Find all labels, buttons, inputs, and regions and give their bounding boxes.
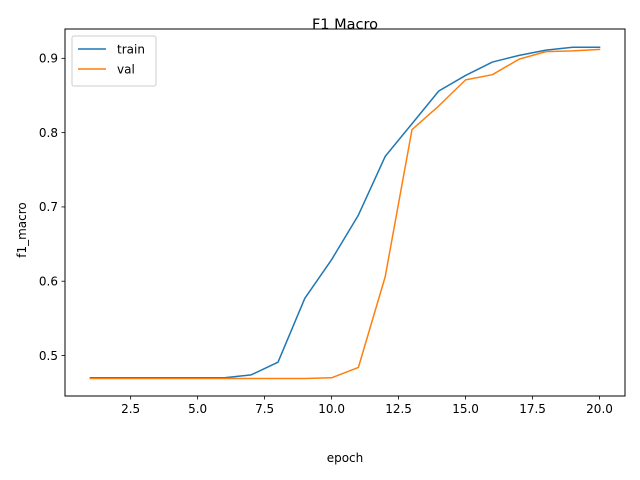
y-tick-label: 0.9	[39, 52, 58, 66]
x-tick-label: 20.0	[586, 402, 613, 416]
x-tick-label: 2.5	[121, 402, 140, 416]
legend-label-train: train	[117, 42, 145, 56]
legend-label-val: val	[117, 62, 135, 76]
x-axis-label: epoch	[327, 451, 364, 465]
x-tick-label: 15.0	[452, 402, 479, 416]
y-axis: 0.5 0.6 0.7 0.8 0.9	[39, 52, 65, 363]
x-tick-label: 10.0	[318, 402, 345, 416]
chart-title: F1 Macro	[312, 17, 378, 33]
plot-area	[89, 46, 601, 380]
x-tick-label: 17.5	[519, 402, 546, 416]
axes-frame	[64, 28, 626, 397]
x-tick-label: 12.5	[385, 402, 412, 416]
y-tick-label: 0.8	[39, 126, 58, 140]
series-line-val	[89, 48, 601, 380]
x-axis: 2.5 5.0 7.5 10.0 12.5 15.0 17.5 20.0	[121, 396, 613, 416]
x-tick-label: 5.0	[188, 402, 207, 416]
legend: train val	[71, 35, 157, 87]
y-tick-label: 0.6	[39, 275, 58, 289]
x-tick-label: 7.5	[255, 402, 274, 416]
y-tick-label: 0.5	[39, 349, 58, 363]
y-tick-label: 0.7	[39, 200, 58, 214]
y-axis-label: f1_macro	[15, 202, 29, 258]
